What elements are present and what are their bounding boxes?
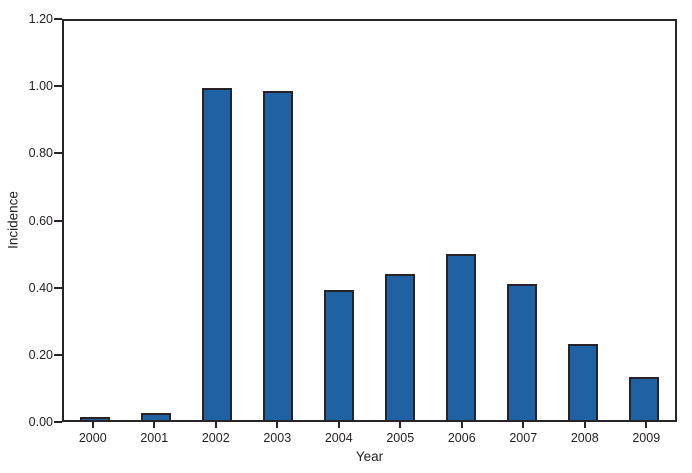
x-tick-label: 2003 — [263, 431, 292, 445]
y-tick-mark — [54, 152, 62, 155]
x-tick-label: 2007 — [509, 431, 538, 445]
y-tick-label: 0.20 — [28, 347, 53, 362]
bar-slot-2006 — [431, 21, 492, 420]
x-tick-mark — [399, 422, 402, 428]
bar-2003 — [262, 90, 293, 420]
bar-2005 — [385, 273, 416, 420]
x-tick-mark — [645, 422, 648, 428]
bar-2000 — [79, 416, 110, 420]
bar-slot-2000 — [64, 21, 125, 420]
x-tick-label: 2002 — [201, 431, 230, 445]
bar-2006 — [446, 253, 477, 420]
x-tick-mark — [214, 422, 217, 428]
y-tick-mark — [54, 219, 62, 222]
x-axis-title: Year — [355, 449, 384, 464]
bar-slot-2007 — [492, 21, 553, 420]
x-tick-label: 2000 — [78, 431, 107, 445]
bar-slot-2003 — [247, 21, 308, 420]
y-tick-mark — [54, 85, 62, 88]
y-tick-mark — [54, 18, 62, 20]
y-tick-label: 0.60 — [28, 213, 53, 228]
bar-slot-2009 — [614, 21, 675, 420]
x-tick-label: 2004 — [324, 431, 353, 445]
bar-2002 — [201, 87, 232, 420]
y-tick-mark — [54, 353, 62, 356]
bar-slot-2008 — [553, 21, 614, 420]
y-tick-label: 0.40 — [28, 280, 53, 295]
x-tick-mark — [276, 422, 279, 428]
bar-slot-2001 — [125, 21, 186, 420]
y-tick-label: 0.00 — [28, 415, 53, 429]
x-tick-mark — [91, 422, 94, 428]
y-tick-label: 0.80 — [28, 146, 53, 161]
x-tick-label: 2008 — [570, 431, 599, 445]
y-tick-mark — [54, 421, 62, 423]
x-tick-label: 2009 — [632, 431, 661, 445]
bars-container — [64, 21, 675, 420]
x-tick-label: 2006 — [447, 431, 476, 445]
bar-2008 — [568, 343, 599, 420]
bar-2004 — [323, 290, 354, 420]
x-tick-mark — [153, 422, 156, 428]
x-tick-mark — [583, 422, 586, 428]
bar-slot-2005 — [369, 21, 430, 420]
y-tick-label: 1.20 — [28, 12, 53, 26]
bar-2001 — [140, 413, 171, 420]
plot-area — [62, 19, 677, 422]
x-tick-mark — [522, 422, 525, 428]
bar-slot-2002 — [186, 21, 247, 420]
x-tick-mark — [337, 422, 340, 428]
x-tick-mark — [460, 422, 463, 428]
x-tick-label: 2001 — [140, 431, 169, 445]
bar-2009 — [629, 376, 660, 420]
y-tick-label: 1.00 — [28, 79, 53, 94]
bar-2007 — [507, 283, 538, 420]
bar-slot-2004 — [308, 21, 369, 420]
x-tick-label: 2005 — [386, 431, 415, 445]
y-tick-mark — [54, 286, 62, 289]
